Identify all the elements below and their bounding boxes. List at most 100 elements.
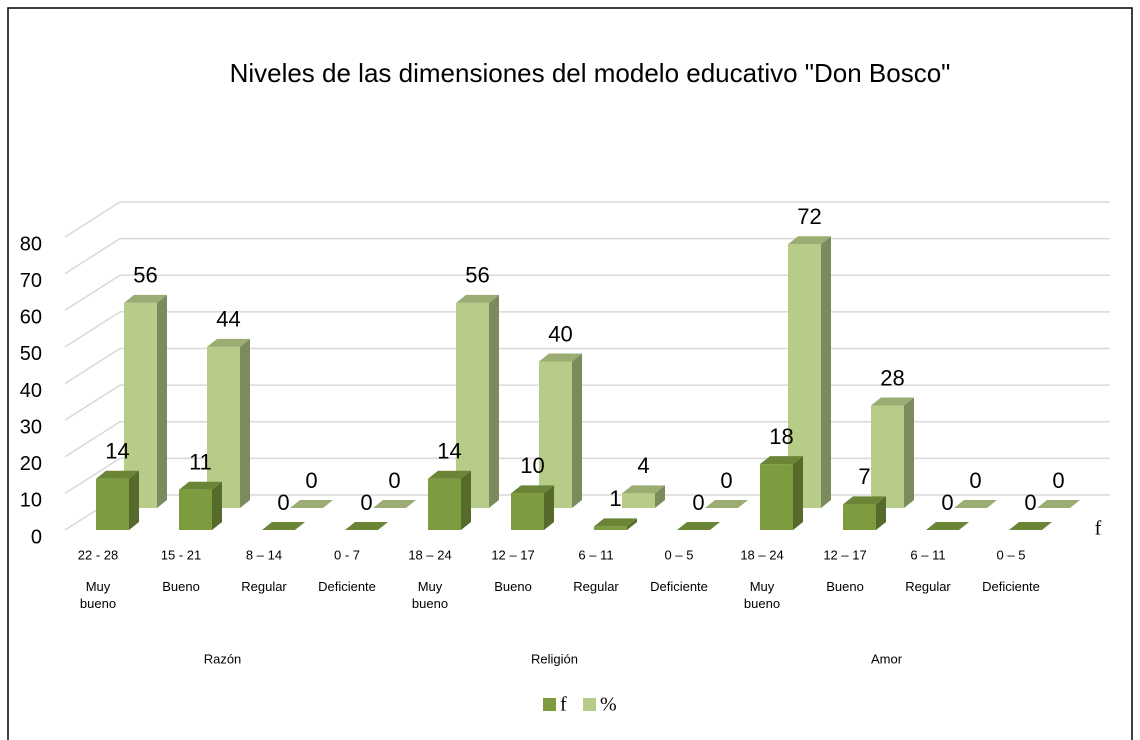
value-label: 56 xyxy=(133,263,157,288)
x-tick-label: 0 – 5 xyxy=(665,547,694,562)
grid-line xyxy=(64,421,1110,458)
bar xyxy=(207,338,250,508)
bar-side xyxy=(461,470,471,530)
bar-front xyxy=(207,346,240,508)
bar-top xyxy=(954,500,997,508)
x-level-label: Deficiente xyxy=(650,579,708,594)
bar-top xyxy=(1037,500,1080,508)
bar xyxy=(1009,522,1052,530)
bar-top xyxy=(788,236,831,245)
value-label: 0 xyxy=(388,468,400,493)
bar xyxy=(843,496,886,530)
value-label: 28 xyxy=(880,365,904,390)
legend-label: f xyxy=(560,694,567,716)
bar-side xyxy=(489,294,499,508)
y-tick-label: 20 xyxy=(20,453,42,475)
grid-line xyxy=(64,274,1110,311)
legend-label: % xyxy=(600,694,617,716)
bar-top xyxy=(124,294,167,303)
value-label: 0 xyxy=(1052,468,1064,493)
bar-top xyxy=(871,397,914,406)
value-label: 10 xyxy=(520,453,544,478)
bar-top xyxy=(760,456,803,465)
grid-line xyxy=(64,237,1110,275)
x-level-label: Deficiente xyxy=(982,579,1040,594)
bar-front xyxy=(511,493,544,530)
value-label: 44 xyxy=(216,307,240,332)
bar-top xyxy=(1009,522,1052,530)
value-label: 0 xyxy=(720,468,732,493)
bar-front xyxy=(788,244,821,509)
y-tick-label: 70 xyxy=(20,270,42,292)
bar xyxy=(124,294,167,508)
bar xyxy=(622,485,665,508)
x-tick-label: 12 – 17 xyxy=(491,547,534,562)
y-tick-label: 40 xyxy=(20,380,42,402)
x-level-label: Bueno xyxy=(162,579,200,594)
bar xyxy=(705,500,748,508)
x-level-label: Bueno xyxy=(826,579,864,594)
x-group-label: Religión xyxy=(531,651,578,666)
bar-front xyxy=(871,405,904,508)
value-label: 0 xyxy=(969,468,981,493)
legend-swatch xyxy=(543,698,556,711)
value-label: 40 xyxy=(548,321,572,346)
grid-line xyxy=(64,201,1110,238)
x-level-label: Regular xyxy=(573,579,619,594)
x-group-label: Amor xyxy=(871,651,903,666)
bar xyxy=(179,481,222,530)
x-tick-label: 6 – 11 xyxy=(578,547,613,562)
x-level-label: Regular xyxy=(905,579,951,594)
bar-side xyxy=(655,485,665,508)
value-label: 0 xyxy=(277,490,289,515)
value-label: 1 xyxy=(609,486,621,511)
bar-top xyxy=(926,522,969,530)
value-label: 4 xyxy=(637,453,649,478)
bar-side xyxy=(627,518,637,530)
bar-top xyxy=(345,522,388,530)
grid-line xyxy=(64,347,1110,385)
bar-top xyxy=(594,518,637,527)
bar xyxy=(1037,500,1080,508)
y-tick-label: 0 xyxy=(31,526,42,548)
bar-side xyxy=(793,456,803,530)
bar-top xyxy=(511,485,554,494)
x-tick-label: 8 – 14 xyxy=(246,547,282,562)
value-label: 18 xyxy=(769,424,793,449)
x-tick-label: 22 - 28 xyxy=(78,547,118,562)
bar-front xyxy=(179,489,212,530)
bar-top xyxy=(207,338,250,347)
value-label: 0 xyxy=(941,490,953,515)
bar xyxy=(760,456,803,530)
bar-front xyxy=(539,361,572,508)
bar-side xyxy=(212,481,222,530)
bar-top xyxy=(677,522,720,530)
bar-top xyxy=(262,522,305,530)
bar xyxy=(954,500,997,508)
x-level-label: Deficiente xyxy=(318,579,376,594)
x-tick-label: 18 – 24 xyxy=(740,547,783,562)
bar xyxy=(345,522,388,530)
bar-side xyxy=(129,470,139,530)
value-label: 56 xyxy=(465,263,489,288)
bar-front xyxy=(124,302,157,508)
bar-side xyxy=(904,397,914,508)
bar xyxy=(788,236,831,509)
bar xyxy=(373,500,416,508)
bar xyxy=(96,470,139,530)
bar-top xyxy=(373,500,416,508)
bar-front xyxy=(622,493,655,508)
value-label: 0 xyxy=(692,490,704,515)
y-tick-label: 10 xyxy=(20,490,42,512)
bar xyxy=(594,518,637,530)
bar xyxy=(428,470,471,530)
x-level-label: Bueno xyxy=(494,579,532,594)
value-label: 72 xyxy=(797,204,821,229)
bar xyxy=(262,522,305,530)
grid-line xyxy=(64,311,1110,348)
bar-top xyxy=(456,294,499,303)
bar xyxy=(871,397,914,508)
bar-side xyxy=(876,496,886,530)
bar-front xyxy=(428,478,461,530)
bar-top xyxy=(843,496,886,505)
